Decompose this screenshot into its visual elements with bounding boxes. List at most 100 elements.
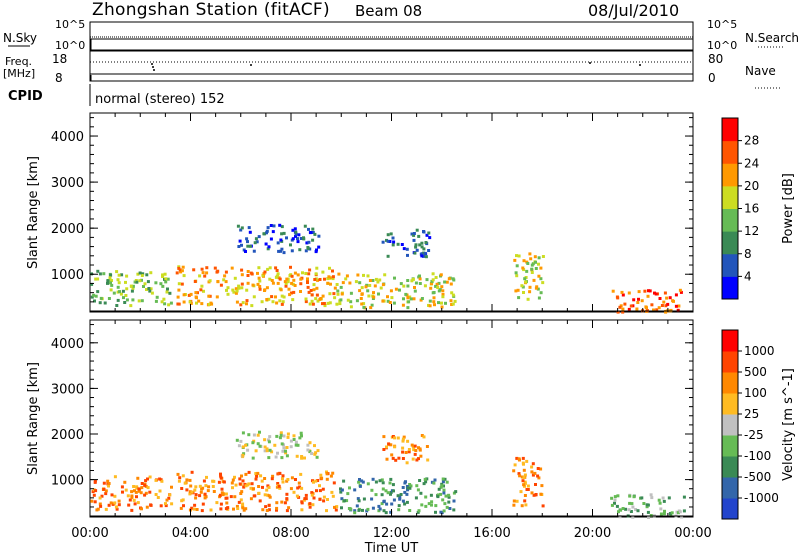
power-echo-cell bbox=[447, 277, 451, 281]
velocity-echo-cell bbox=[229, 495, 233, 499]
velocity-echo-cell bbox=[439, 485, 443, 489]
velocity-echo-cell bbox=[280, 442, 284, 446]
power-echo-cell bbox=[414, 243, 418, 247]
velocity-echo-cell bbox=[235, 504, 239, 508]
power-echo-cell bbox=[526, 262, 530, 265]
power-echo-cell bbox=[182, 274, 186, 278]
velocity-echo-cell bbox=[407, 450, 411, 454]
power-echo-cell bbox=[315, 286, 319, 290]
velocity-echo-cell bbox=[447, 493, 451, 497]
power-echo-cell bbox=[648, 289, 652, 293]
power-echo-cell bbox=[372, 295, 376, 299]
power-echo-cell bbox=[255, 240, 259, 244]
power-echo-cell bbox=[423, 251, 427, 255]
velocity-echo-cell bbox=[275, 485, 279, 489]
power-echo-cell bbox=[196, 291, 199, 295]
velocity-echo-cell bbox=[224, 492, 228, 496]
velocity-echo-cell bbox=[346, 492, 350, 496]
power-echo-cell bbox=[637, 290, 641, 294]
velocity-echo-cell bbox=[94, 489, 98, 493]
power-echo-cell bbox=[143, 282, 147, 286]
velocity-echo-cell bbox=[319, 473, 323, 477]
velocity-echo-cell bbox=[100, 494, 104, 498]
power-echo-cell bbox=[107, 297, 111, 300]
power-echo-cell bbox=[309, 231, 313, 234]
velocity-echo-cell bbox=[221, 493, 225, 497]
velocity-echo-cell bbox=[335, 505, 339, 509]
power-echo-cell bbox=[423, 284, 427, 288]
velocity-echo-cell bbox=[394, 458, 398, 462]
power-echo-cell bbox=[379, 286, 383, 290]
power-echo-cell bbox=[517, 254, 521, 258]
velocity-echo-cell bbox=[331, 471, 335, 475]
velocity-echo-cell bbox=[204, 495, 208, 499]
power-echo-cell bbox=[160, 300, 164, 304]
power-echo-cell bbox=[90, 282, 94, 286]
power-echo-cell bbox=[658, 297, 662, 300]
velocity-echo-cell bbox=[299, 472, 303, 476]
velocity-echo-cell bbox=[117, 499, 121, 503]
power-echo-cell bbox=[306, 277, 309, 281]
velocity-echo-cell bbox=[677, 511, 680, 515]
velocity-echo-cell bbox=[244, 472, 248, 476]
velocity-echo-cell bbox=[244, 443, 248, 447]
velocity-echo-cell bbox=[244, 484, 248, 488]
velocity-echo-cell bbox=[393, 445, 397, 449]
power-colorbar-swatch bbox=[722, 163, 738, 187]
power-echo-cell bbox=[349, 291, 353, 295]
power-echo-cell bbox=[672, 299, 675, 303]
velocity-echo-cell bbox=[265, 449, 269, 453]
velocity-echo-cell bbox=[282, 446, 286, 450]
velocity-echo-cell bbox=[281, 480, 285, 484]
power-echo-cell bbox=[329, 282, 332, 286]
power-echo-cell bbox=[215, 295, 219, 299]
velocity-echo-cell bbox=[415, 458, 419, 462]
power-echo-cell bbox=[362, 273, 365, 277]
velocity-echo-cell bbox=[530, 465, 534, 469]
velocity-echo-cell bbox=[242, 508, 246, 512]
velocity-echo-cell bbox=[308, 505, 312, 509]
power-echo-cell bbox=[311, 302, 315, 306]
velocity-echo-cell bbox=[181, 474, 185, 478]
velocity-echo-cell bbox=[405, 461, 409, 465]
velocity-echo-cell bbox=[619, 508, 623, 512]
velocity-echo-cell bbox=[177, 479, 181, 483]
velocity-echo-cell bbox=[442, 491, 446, 495]
velocity-echo-cell bbox=[252, 433, 256, 437]
power-echo-cell bbox=[266, 267, 270, 271]
velocity-echo-cell bbox=[389, 443, 393, 447]
velocity-echo-cell bbox=[680, 515, 684, 519]
power-echo-cell bbox=[207, 294, 211, 298]
power-echo-cell bbox=[344, 277, 348, 281]
velocity-echo-cell bbox=[645, 505, 649, 509]
power-echo-cell bbox=[537, 256, 541, 260]
power-echo-cell bbox=[515, 264, 519, 268]
velocity-echo-cell bbox=[388, 481, 392, 485]
velocity-echo-cell bbox=[678, 510, 682, 514]
velocity-echo-cell bbox=[406, 488, 410, 492]
power-echo-cell bbox=[261, 273, 265, 277]
velocity-echo-cell bbox=[124, 488, 128, 492]
power-echo-cell bbox=[400, 243, 404, 246]
power-echo-cell bbox=[621, 293, 625, 297]
power-echo-cell bbox=[534, 267, 538, 270]
power-echo-cell bbox=[314, 272, 318, 276]
power-echo-cell bbox=[430, 282, 433, 285]
power-echo-cell bbox=[189, 292, 193, 296]
velocity-echo-cell bbox=[201, 486, 205, 490]
velocity-echo-cell bbox=[617, 510, 620, 514]
velocity-echo-region bbox=[90, 475, 174, 512]
power-echo-cell bbox=[265, 231, 268, 235]
velocity-echo-cell bbox=[146, 486, 150, 490]
power-echo-cell bbox=[304, 272, 308, 275]
power-echo-cell bbox=[281, 300, 285, 304]
velocity-echo-cell bbox=[662, 512, 666, 516]
velocity-echo-cell bbox=[658, 501, 662, 505]
velocity-echo-cell bbox=[403, 481, 407, 485]
power-echo-cell bbox=[537, 262, 540, 266]
velocity-echo-cell bbox=[425, 477, 429, 481]
power-echo-cell bbox=[210, 302, 214, 306]
velocity-echo-cell bbox=[159, 504, 163, 508]
velocity-echo-cell bbox=[308, 450, 312, 454]
velocity-echo-cell bbox=[178, 476, 182, 480]
